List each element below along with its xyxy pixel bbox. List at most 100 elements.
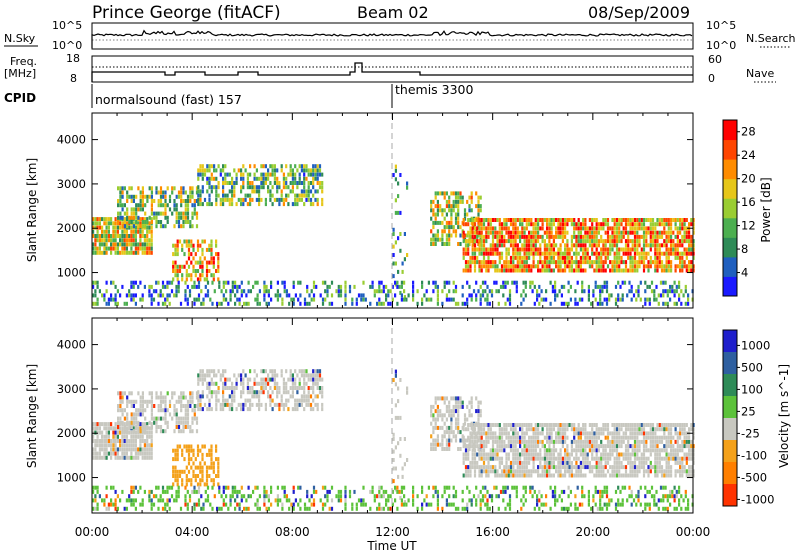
power-cell <box>197 284 201 289</box>
power-cell <box>432 280 435 285</box>
power-cell <box>191 224 194 229</box>
velocity-cell <box>267 394 270 399</box>
velocity-cell <box>201 478 204 483</box>
velocity-cell <box>692 444 695 449</box>
power-cell <box>685 218 688 222</box>
power-cell <box>159 203 163 208</box>
velocity-cell <box>491 423 495 427</box>
power-cell <box>478 230 481 235</box>
power-cell <box>606 222 610 227</box>
power-cell <box>297 297 300 302</box>
velocity-cell <box>503 473 506 478</box>
power-cell <box>550 222 553 227</box>
velocity-cell <box>615 448 619 453</box>
power-cell <box>210 172 213 177</box>
velocity-cell <box>683 427 686 432</box>
velocity-cell <box>528 469 531 474</box>
power-cell <box>597 239 600 244</box>
power-cell <box>321 202 324 207</box>
power-cell <box>215 269 218 273</box>
power-cell <box>224 176 227 181</box>
power-cell <box>528 255 531 260</box>
power-cell <box>150 234 153 238</box>
power-cell <box>644 280 647 285</box>
power-cell <box>228 189 231 194</box>
power-cell <box>560 293 563 298</box>
velocity-cell <box>591 465 594 470</box>
velocity-cell <box>503 427 506 432</box>
power-cell <box>321 280 325 285</box>
power-cell <box>519 255 522 260</box>
velocity-cell <box>130 420 133 425</box>
power-cell <box>491 243 495 248</box>
velocity-cell <box>681 469 684 474</box>
velocity-cell <box>452 409 455 414</box>
noise-axis-top-left: 10^5 <box>52 19 82 32</box>
power-cell <box>595 268 598 273</box>
power-cell <box>450 212 453 217</box>
velocity-cell <box>642 448 646 453</box>
velocity-cell <box>649 427 652 432</box>
power-cell <box>443 229 446 234</box>
velocity-cell <box>685 456 688 461</box>
velocity-cell <box>187 469 191 474</box>
velocity-cell <box>519 427 522 432</box>
power-cell <box>454 233 458 238</box>
velocity-cell <box>476 435 479 440</box>
velocity-cell <box>487 439 490 444</box>
power-cell <box>683 247 686 252</box>
power-cell <box>467 218 470 222</box>
velocity-cell <box>627 439 630 444</box>
power-cell <box>191 186 194 191</box>
power-cell <box>445 280 448 285</box>
velocity-cell <box>110 439 113 443</box>
velocity-cell <box>233 390 236 395</box>
velocity-cell <box>291 377 294 382</box>
velocity-cell <box>624 452 628 457</box>
power-cell <box>173 199 176 203</box>
power-cell <box>452 191 455 196</box>
power-cell <box>647 226 650 231</box>
velocity-cell <box>530 456 533 461</box>
velocity-cell <box>479 413 482 418</box>
velocity-heatmap <box>92 369 695 511</box>
power-cell <box>448 195 451 200</box>
power-cell <box>432 199 435 204</box>
power-cell <box>194 252 197 257</box>
power-cell <box>201 264 204 269</box>
velocity-cell <box>604 460 607 465</box>
power-cell <box>624 218 628 222</box>
velocity-cell <box>498 431 501 436</box>
velocity-cell <box>119 447 122 452</box>
power-cell <box>228 181 231 185</box>
power-cell <box>457 191 460 196</box>
power-cell <box>215 202 218 207</box>
power-cell <box>319 293 322 298</box>
power-cell <box>197 280 201 285</box>
power-cell <box>219 202 222 207</box>
power-cell <box>339 293 343 298</box>
velocity-cell <box>150 439 153 443</box>
velocity-cell <box>177 395 181 400</box>
velocity-cell <box>125 426 128 431</box>
power-cell <box>132 242 135 247</box>
velocity-cell <box>222 402 225 407</box>
velocity-cell <box>658 456 661 461</box>
velocity-cell <box>210 381 213 386</box>
velocity-cell <box>190 465 193 470</box>
velocity-cell <box>130 434 133 439</box>
power-cell <box>485 247 488 252</box>
power-cell <box>121 203 124 208</box>
velocity-cell <box>457 413 460 418</box>
power-cell <box>633 260 637 265</box>
power-cell <box>667 268 670 273</box>
velocity-cell <box>177 416 181 421</box>
power-cell <box>425 297 428 302</box>
power-cell <box>514 226 517 231</box>
power-cell <box>457 212 460 217</box>
power-cell <box>674 222 677 227</box>
power-cell <box>432 237 435 242</box>
velocity-cell <box>514 460 517 465</box>
velocity-cell <box>123 506 126 511</box>
velocity-cell <box>550 452 553 457</box>
